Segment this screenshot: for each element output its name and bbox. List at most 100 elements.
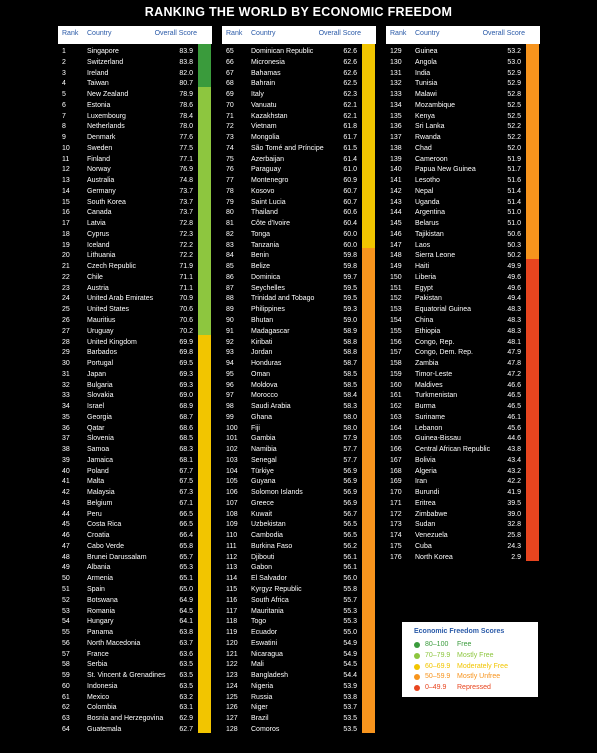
country: Jordan <box>251 349 273 357</box>
country: Maldives <box>415 381 443 389</box>
score: 52.0 <box>507 144 521 152</box>
rank: 151 <box>390 284 402 292</box>
score: 54.9 <box>343 650 357 658</box>
country: Kuwait <box>251 510 273 518</box>
score-band <box>362 108 375 120</box>
country: Haiti <box>415 263 430 271</box>
score: 63.6 <box>179 650 193 658</box>
rank: 158 <box>390 360 402 368</box>
score-band <box>526 280 539 292</box>
country: Malaysia <box>87 489 115 497</box>
rank: 110 <box>226 532 238 540</box>
rank: 166 <box>390 446 402 454</box>
country: Bulgaria <box>87 381 113 389</box>
rank: 26 <box>62 317 70 324</box>
rank: 69 <box>226 91 234 99</box>
country: Serbia <box>87 661 108 669</box>
country: Luxembourg <box>87 112 126 120</box>
rank: 62 <box>62 704 70 712</box>
score-band <box>198 162 211 174</box>
score: 59.5 <box>343 284 357 292</box>
score: 41.9 <box>507 489 521 497</box>
score-band <box>526 269 539 281</box>
rank: 87 <box>226 284 234 292</box>
score: 65.3 <box>179 564 193 572</box>
rank: 52 <box>62 596 70 604</box>
score: 80.7 <box>179 80 193 88</box>
score-band <box>198 452 211 464</box>
rank: 129 <box>390 48 402 55</box>
score: 46.1 <box>507 413 521 421</box>
score: 56.0 <box>343 575 357 583</box>
score: 71.1 <box>179 284 193 292</box>
country: Sweden <box>87 144 113 152</box>
score: 52.8 <box>507 91 521 99</box>
score-band <box>198 431 211 443</box>
score-band <box>526 65 539 77</box>
country: El Salvador <box>251 575 287 583</box>
country: Laos <box>415 241 431 249</box>
rank: 86 <box>226 273 234 281</box>
score-band <box>362 549 375 561</box>
country: Cameroon <box>415 155 448 163</box>
score-band <box>198 345 211 357</box>
score: 67.3 <box>179 489 193 497</box>
score-band <box>526 54 539 66</box>
rank: 31 <box>62 370 70 378</box>
score-band <box>198 517 211 529</box>
score: 53.0 <box>507 58 521 66</box>
score-band <box>362 528 375 540</box>
rank: 66 <box>226 58 234 66</box>
country: Comoros <box>251 725 280 733</box>
score-band <box>362 345 375 357</box>
score: 57.7 <box>343 456 357 464</box>
score-band <box>526 485 539 497</box>
score-band <box>198 194 211 206</box>
score: 48.3 <box>507 327 521 335</box>
score-band <box>198 140 211 152</box>
score: 71.9 <box>179 263 193 271</box>
rank: 118 <box>226 618 238 626</box>
rank: 163 <box>390 413 402 421</box>
country: France <box>87 650 109 658</box>
rank: 1 <box>62 48 66 55</box>
score-band <box>362 87 375 99</box>
score-band <box>198 302 211 314</box>
rank: 147 <box>390 241 402 249</box>
score-band <box>362 431 375 443</box>
rank: 137 <box>390 134 402 142</box>
rank: 113 <box>226 564 238 572</box>
score: 52.9 <box>507 69 521 77</box>
rank: 105 <box>226 478 238 486</box>
rank: 175 <box>390 542 402 550</box>
rank: 153 <box>390 306 402 314</box>
score-band <box>198 635 211 647</box>
country: Moldova <box>251 381 278 389</box>
country: Paraguay <box>251 166 281 174</box>
rank: 29 <box>62 349 70 357</box>
score: 70.9 <box>179 295 193 303</box>
country: Bolivia <box>415 456 436 464</box>
country: Türkiye <box>251 467 274 475</box>
score-band <box>198 173 211 185</box>
score-band <box>198 571 211 583</box>
score-band <box>198 485 211 497</box>
country: Russia <box>251 693 273 701</box>
header-country: Country <box>415 30 440 37</box>
score: 53.8 <box>343 693 357 701</box>
rank: 2 <box>62 58 66 66</box>
country: Cuba <box>415 542 432 550</box>
score-band <box>198 409 211 421</box>
score: 60.7 <box>343 187 357 195</box>
rank: 136 <box>390 123 402 131</box>
score-band <box>526 345 539 357</box>
country: Tunisia <box>415 80 438 88</box>
score-band <box>198 216 211 228</box>
rank: 55 <box>62 629 70 637</box>
score: 63.2 <box>179 693 193 701</box>
country: Philippines <box>251 306 285 314</box>
score-band <box>362 162 375 174</box>
country: Venezuela <box>415 532 448 540</box>
legend-swatch <box>414 685 420 692</box>
score-band <box>362 226 375 238</box>
